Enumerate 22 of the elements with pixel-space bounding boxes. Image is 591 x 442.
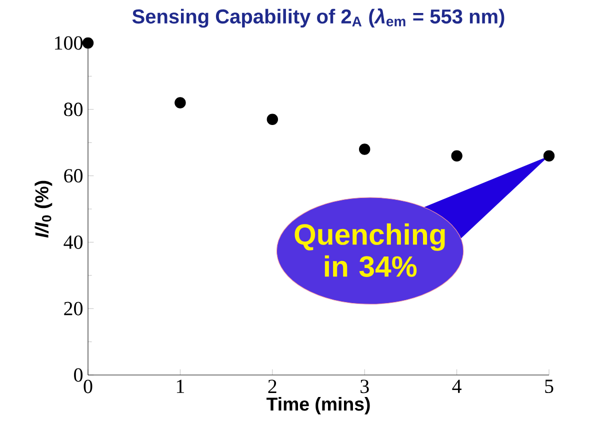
x-tick-label: 0: [84, 380, 92, 394]
x-tick-label: 4: [452, 380, 462, 393]
point: [359, 144, 370, 155]
point: [174, 97, 186, 108]
point: [82, 37, 94, 49]
y-tick-label: 0: [74, 368, 83, 382]
annotation: Quenching in 34%: [294, 223, 445, 277]
x-tick-label: 1: [176, 380, 184, 393]
y-tick-label: 80: [64, 102, 83, 116]
y-axis-title: I/I$_{0}$ (%): [34, 180, 52, 238]
x-tick-label: 3: [360, 380, 369, 394]
y-tick-label: 20: [64, 302, 83, 316]
point: [266, 114, 278, 125]
x-tick-label: 5: [545, 380, 554, 393]
point: [543, 150, 555, 162]
chart-title: Sensing Capability of 2$_{A}$ (λ$_{em}$ = 553 nm): [132, 8, 504, 28]
x-tick-label: 2: [268, 380, 276, 393]
y-tick-label: 60: [64, 169, 83, 183]
point: [451, 150, 462, 162]
x-axis-title: Time (mins): [266, 397, 370, 414]
y-tick-label: 100: [55, 36, 83, 50]
y-tick-label: 40: [64, 235, 83, 249]
